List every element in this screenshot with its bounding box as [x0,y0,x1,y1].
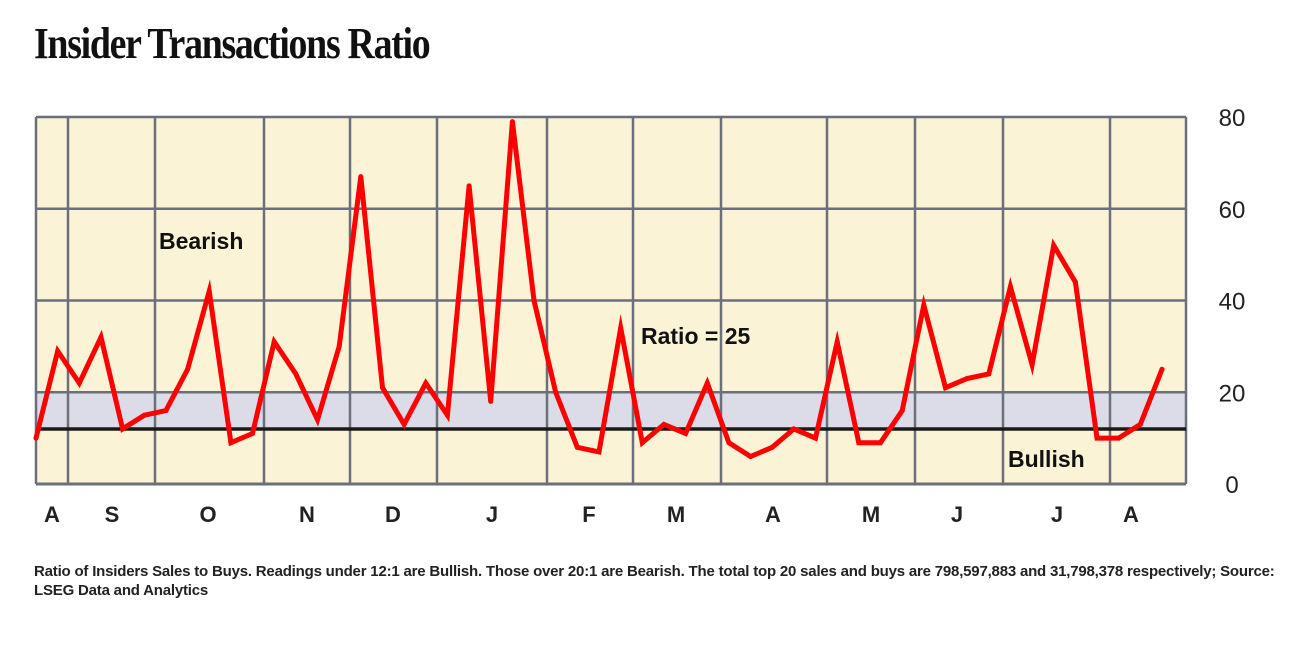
x-tick-label: J [1051,502,1063,527]
data-point [271,339,277,345]
data-point [379,385,385,391]
x-tick-label: M [667,502,685,527]
data-point [1072,279,1078,285]
y-tick-label: 60 [1219,197,1246,224]
grid-lines [34,115,1188,484]
x-tick-label: A [1123,502,1139,527]
data-point [1007,284,1013,290]
data-point [466,183,472,189]
x-tick-label: S [105,502,120,527]
data-point [683,431,689,437]
data-point [315,417,320,423]
data-point [553,389,559,395]
data-point [856,440,862,446]
x-tick-label: F [582,502,595,527]
line-chart: 0 20 40 60 80 A S O N D J F M A M J J A Bearish Ratio = … [33,105,1246,527]
data-point [899,408,905,414]
chart-footnote: Ratio of Insiders Sales to Buys. Reading… [34,563,1275,599]
data-points [33,119,1165,459]
data-point [769,444,775,450]
x-tick-label: N [299,502,315,527]
data-point [1137,421,1143,427]
data-point [661,421,667,427]
data-point [423,380,429,386]
data-point [120,426,126,432]
data-point [401,421,407,427]
x-tick-label: O [199,502,216,527]
data-point [1094,435,1100,441]
data-point [55,348,61,354]
data-point [791,426,797,432]
data-point [163,408,169,414]
data-point [206,288,212,294]
annotation-bearish: Bearish [159,228,243,254]
y-axis-labels: 0 20 40 60 80 [1219,105,1246,499]
data-point [444,412,450,418]
data-point [964,375,970,381]
data-point [878,440,883,446]
x-tick-label: D [385,502,401,527]
data-point [726,440,732,446]
data-point [921,302,927,308]
data-point [704,380,710,386]
data-point [358,174,364,180]
annotation-ratio: Ratio = 25 [641,323,751,349]
x-tick-label: M [862,502,880,527]
chart-title: Insider Transactions Ratio [34,19,431,68]
data-point [942,385,948,391]
data-point [748,453,754,459]
data-point [596,449,602,455]
annotation-bullish: Bullish [1008,446,1085,472]
data-point [574,444,580,450]
data-point [1029,362,1035,368]
y-tick-label: 40 [1219,289,1246,316]
data-point [639,440,645,446]
data-point [813,435,819,441]
data-point [1051,242,1057,248]
data-point [834,339,840,345]
y-tick-label: 20 [1219,380,1246,407]
data-point [1116,435,1122,441]
x-tick-label: J [486,502,498,527]
data-point [618,325,624,331]
data-point [98,334,104,340]
data-point [141,412,147,418]
data-point [185,366,191,372]
data-point [531,298,537,303]
x-tick-label: A [765,502,781,527]
x-tick-label: A [44,502,60,527]
data-point [509,119,515,125]
data-point [293,371,299,377]
data-point [250,431,256,437]
y-tick-label: 80 [1219,105,1246,132]
x-tick-label: J [951,502,963,527]
data-point [336,343,342,349]
y-tick-label: 0 [1225,472,1238,499]
data-point [1159,366,1165,372]
data-point [76,380,82,386]
data-point [33,435,39,441]
data-point [228,440,234,446]
data-point [488,398,494,404]
data-point [986,371,992,377]
